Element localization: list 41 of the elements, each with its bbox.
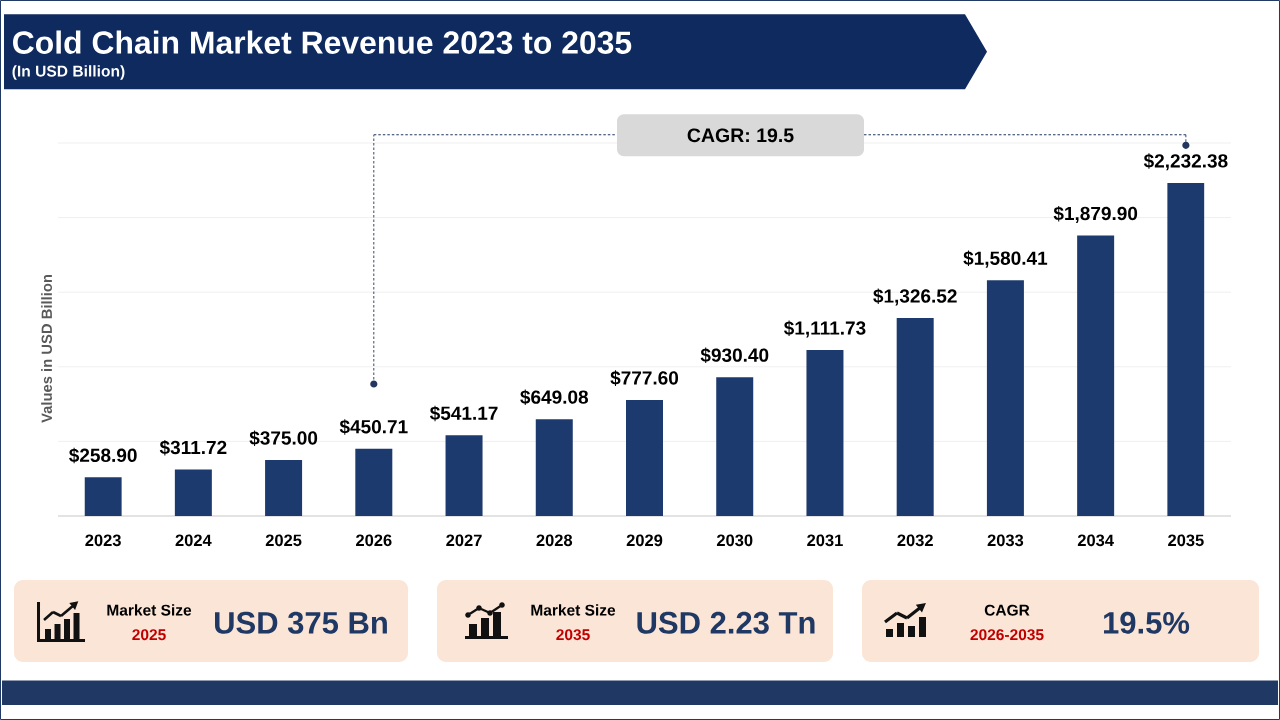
text: CAGR: 19.5	[687, 128, 794, 143]
bar	[355, 448, 393, 516]
data-label: $450.71	[339, 419, 408, 435]
x-tick-label: 2026	[356, 534, 392, 547]
text: 2025	[132, 629, 166, 641]
x-tick-label: 2030	[716, 534, 753, 547]
x-tick-label: 2035	[1168, 534, 1204, 547]
bar	[806, 350, 844, 516]
text: USD 2.23 Tn	[637, 611, 815, 634]
data-label: $649.08	[520, 389, 589, 406]
x-tick-label: 2033	[987, 534, 1024, 547]
text: CAGR	[984, 604, 1030, 616]
text: 2035	[556, 629, 590, 641]
bar	[445, 435, 483, 516]
text: Market Size	[107, 604, 192, 616]
bar	[716, 377, 754, 516]
data-label: $311.72	[159, 439, 227, 456]
chart-subtitle: (In USD Billion)	[12, 65, 125, 80]
x-tick-label: 2034	[1077, 534, 1114, 547]
data-label: $258.90	[69, 447, 137, 464]
x-tick-label: 2025	[265, 534, 302, 547]
text: Market Size	[531, 604, 616, 616]
bar	[174, 469, 212, 516]
text: 19.5%	[1104, 611, 1190, 634]
chart-title: Cold Chain Market Revenue 2023 to 2035	[13, 30, 632, 54]
text: 2026-2035	[970, 629, 1044, 641]
text: USD 375 Bn	[215, 611, 387, 634]
data-label: $375.00	[249, 430, 318, 446]
x-tick-label: 2023	[85, 534, 121, 547]
x-tick-label: 2028	[536, 534, 573, 547]
x-tick-label: 2027	[446, 534, 482, 547]
bar	[535, 419, 573, 516]
x-tick-label: 2031	[807, 534, 843, 547]
x-tick-label: 2024	[175, 534, 212, 547]
bar	[265, 460, 303, 516]
y-axis-title: Values in USD Billion	[41, 275, 53, 423]
data-label: $541.17	[429, 405, 498, 422]
bar	[84, 477, 122, 516]
bar	[626, 399, 663, 516]
x-tick-label: 2029	[626, 534, 663, 547]
x-tick-label: 2032	[897, 534, 933, 547]
